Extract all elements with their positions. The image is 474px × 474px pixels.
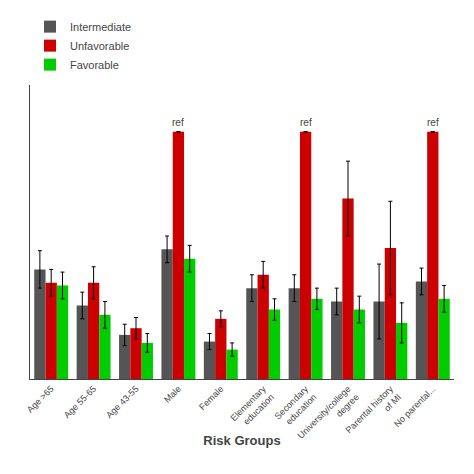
svg-text:Favorable: Favorable — [70, 59, 119, 71]
svg-text:ref: ref — [427, 117, 439, 128]
svg-text:ref: ref — [172, 117, 184, 128]
svg-text:Age >65: Age >65 — [25, 384, 56, 415]
svg-text:No parental...: No parental... — [392, 384, 437, 429]
svg-text:ref: ref — [300, 117, 312, 128]
svg-text:Elementaryeducation: Elementaryeducation — [229, 383, 277, 431]
svg-text:University/collegedegree: University/collegedegree — [296, 384, 361, 449]
svg-text:Risk Groups: Risk Groups — [203, 433, 280, 448]
svg-text:Intermediate: Intermediate — [70, 21, 131, 33]
svg-text:Female: Female — [197, 384, 225, 412]
svg-text:Unfavorable: Unfavorable — [70, 40, 129, 52]
svg-text:Parental historyof MI: Parental historyof MI — [344, 383, 404, 443]
svg-text:Age 55-65: Age 55-65 — [62, 384, 98, 420]
svg-text:Secondaryeducation: Secondaryeducation — [273, 383, 319, 429]
svg-text:Age 43-55: Age 43-55 — [104, 384, 140, 420]
svg-text:Male: Male — [162, 384, 183, 405]
